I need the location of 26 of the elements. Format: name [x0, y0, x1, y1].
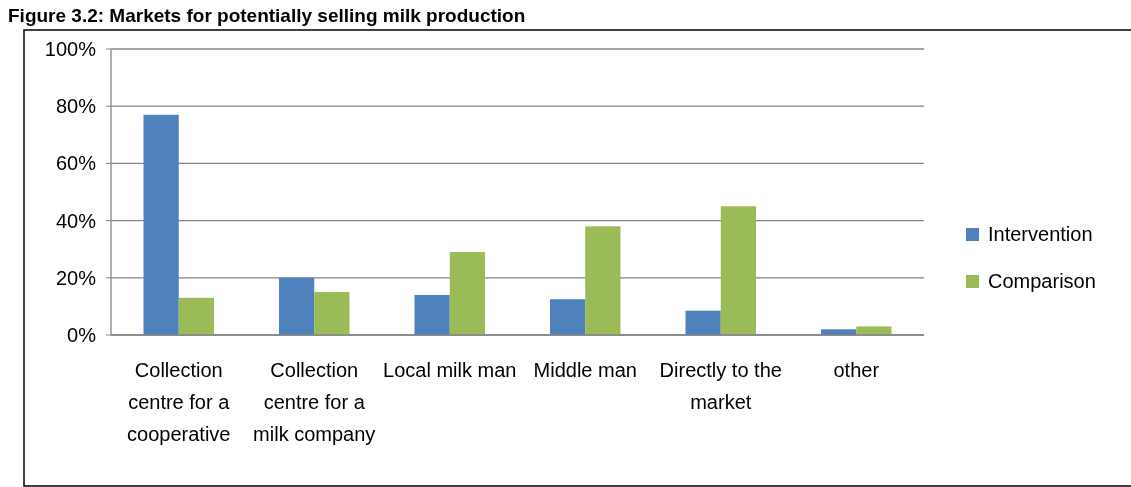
bar [314, 292, 350, 335]
bar [856, 326, 892, 335]
x-tick-label: other [833, 359, 880, 381]
x-tick-label: Directly to the market [659, 359, 782, 413]
bar [143, 114, 179, 335]
x-tick-label: Middle man [533, 359, 637, 381]
y-tick-label: 60% [55, 152, 97, 175]
y-tick-label: 40% [55, 209, 97, 232]
legend-label: Intervention [988, 223, 1093, 245]
bar [414, 294, 450, 335]
bar [550, 299, 586, 335]
bar [279, 277, 315, 335]
bar [449, 252, 485, 335]
bar [685, 310, 721, 335]
bar [178, 297, 214, 335]
bar [585, 226, 621, 335]
legend-label: Comparison [988, 270, 1096, 292]
chart-title: Figure 3.2: Markets for potentially selling milk production [8, 5, 526, 26]
y-tick-label: 80% [55, 95, 97, 118]
y-tick-label: 0% [67, 324, 97, 346]
y-tick-label: 20% [55, 266, 97, 289]
x-tick-label: Local milk man [383, 359, 517, 381]
x-tick-label: Collection centre for a milk company [253, 359, 376, 445]
y-tick-label: 100% [44, 38, 97, 60]
x-tick-label: Collection centre for a cooperative [127, 359, 231, 445]
bar [720, 206, 756, 335]
